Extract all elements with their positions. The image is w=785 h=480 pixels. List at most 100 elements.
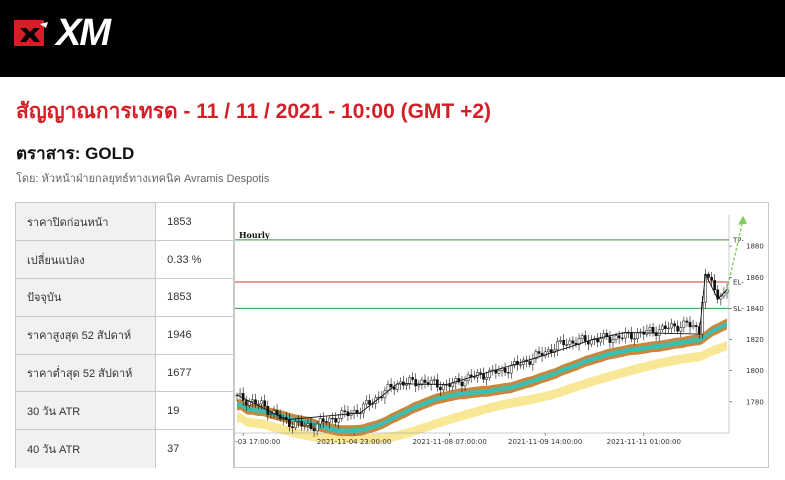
candle-body bbox=[337, 418, 341, 423]
brand-bar: XM bbox=[0, 0, 785, 77]
candle-body bbox=[620, 337, 624, 340]
candle-body bbox=[707, 273, 710, 278]
stat-value: 1946 bbox=[155, 315, 234, 355]
author-byline: โดย: หัวหน้าฝ่ายกลยุทธ์ทางเทคนิค Avramis… bbox=[16, 173, 270, 185]
candle-body bbox=[303, 425, 307, 427]
xm-bull-logo-icon bbox=[14, 20, 48, 46]
candle-body bbox=[710, 277, 713, 281]
candle-body bbox=[660, 325, 664, 331]
candle-body bbox=[636, 332, 639, 339]
page-title: สัญญาณการเทรด - 11 / 11 / 2021 - 10:00 (… bbox=[16, 100, 492, 123]
candle-body bbox=[257, 403, 260, 405]
table-row: 40 วัน ATR 37 bbox=[16, 429, 234, 468]
candle-body bbox=[448, 384, 451, 387]
candle-body bbox=[482, 373, 485, 380]
x-tick-label: 2021-11-04 23:00:00 bbox=[317, 438, 391, 446]
candle-body bbox=[334, 418, 337, 423]
candle-body bbox=[439, 386, 442, 391]
stat-value: 1853 bbox=[155, 203, 234, 242]
y-tick-label: 1780 bbox=[746, 398, 764, 406]
candle-body bbox=[651, 327, 655, 333]
candle-body bbox=[670, 323, 673, 329]
candle-body bbox=[331, 417, 334, 420]
candle-body bbox=[633, 338, 636, 340]
level-label-sl: SL- bbox=[733, 305, 744, 313]
candle-body bbox=[546, 349, 550, 353]
candle-body bbox=[392, 386, 396, 390]
candle-body bbox=[586, 340, 590, 345]
candle-body bbox=[577, 338, 581, 346]
candle-body bbox=[260, 400, 264, 405]
candle-body bbox=[414, 379, 418, 387]
brand-name: XM bbox=[56, 12, 111, 54]
candle-body bbox=[420, 379, 424, 385]
stat-label: ราคาสูงสุด 52 สัปดาห์ bbox=[16, 315, 157, 355]
candle-body bbox=[571, 340, 575, 344]
candle-body bbox=[509, 365, 513, 374]
candle-body bbox=[451, 382, 455, 387]
price-chart: Hourly TP-EL-SL- 17801800182018401860188… bbox=[234, 203, 769, 467]
stat-value: 37 bbox=[155, 429, 234, 468]
signal-panel: ราคาปิดก่อนหน้า 1853 เปลี่ยนแปลง 0.33 % ปั… bbox=[15, 202, 769, 468]
candle-body bbox=[688, 321, 692, 328]
y-tick-label: 1800 bbox=[746, 367, 764, 375]
xm-logo[interactable]: XM bbox=[12, 12, 132, 54]
stat-value: 0.33 % bbox=[155, 240, 234, 280]
candle-body bbox=[244, 400, 248, 406]
candle-body bbox=[630, 332, 633, 340]
stat-label: ราคาต่ำสุด 52 สัปดาห์ bbox=[16, 353, 157, 393]
candle-body bbox=[602, 333, 606, 339]
candle-body bbox=[617, 335, 621, 339]
table-row: ปัจจุบัน 1853 bbox=[16, 278, 234, 317]
instrument-label: ตราสาร: GOLD bbox=[16, 144, 135, 163]
y-tick-label: 1880 bbox=[746, 243, 764, 251]
x-axis: 2021-11-03 17:00:00 2021-11-04 23:00:00 20… bbox=[235, 432, 729, 446]
chart-timeframe-label: Hourly bbox=[239, 230, 270, 240]
candle-body bbox=[605, 333, 609, 338]
candle-body bbox=[300, 420, 304, 427]
candle-body bbox=[488, 369, 492, 378]
candle-body bbox=[417, 384, 421, 387]
band-mid bbox=[237, 318, 727, 437]
candle-body bbox=[534, 351, 538, 360]
candle-body bbox=[294, 421, 297, 428]
candle-body bbox=[238, 393, 242, 396]
candle-body bbox=[469, 374, 473, 377]
candle-body bbox=[408, 377, 411, 384]
x-tick-label: 2021-11-09 14:00:00 bbox=[508, 438, 582, 446]
candle-body bbox=[463, 380, 467, 387]
stat-label: ปัจจุบัน bbox=[16, 278, 157, 317]
candle-body bbox=[389, 383, 393, 388]
x-tick-label: 2021-11-11 01:00:00 bbox=[607, 438, 681, 446]
candle-body bbox=[365, 400, 368, 405]
candle-body bbox=[368, 400, 371, 405]
candle-body bbox=[682, 320, 686, 328]
stat-value: 1853 bbox=[155, 278, 234, 317]
candle-body bbox=[380, 396, 384, 399]
candle-body bbox=[685, 320, 689, 323]
candle-body bbox=[596, 338, 599, 343]
candle-body bbox=[611, 339, 615, 343]
forecast-arrow-head bbox=[738, 215, 747, 225]
candle-body bbox=[309, 423, 313, 429]
candle-body bbox=[503, 367, 507, 373]
candle-body bbox=[562, 340, 566, 346]
candle-body bbox=[497, 370, 501, 374]
table-row: เปลี่ยนแปลง 0.33 % bbox=[16, 240, 234, 280]
candle-body bbox=[423, 379, 427, 383]
zigzag-path bbox=[236, 272, 728, 421]
stat-value: 1677 bbox=[155, 353, 234, 393]
candle-body bbox=[565, 344, 569, 346]
candle-body bbox=[485, 377, 488, 380]
candle-body bbox=[454, 378, 458, 384]
candle-body bbox=[559, 340, 562, 342]
candle-body bbox=[654, 332, 658, 336]
candle-body bbox=[664, 325, 667, 329]
trend-line bbox=[236, 215, 747, 421]
candle-body bbox=[263, 400, 267, 407]
candle-body bbox=[673, 323, 676, 327]
candle-body bbox=[506, 372, 510, 374]
candle-body bbox=[694, 325, 698, 327]
candle-body bbox=[580, 335, 584, 339]
candle-body bbox=[648, 327, 652, 331]
